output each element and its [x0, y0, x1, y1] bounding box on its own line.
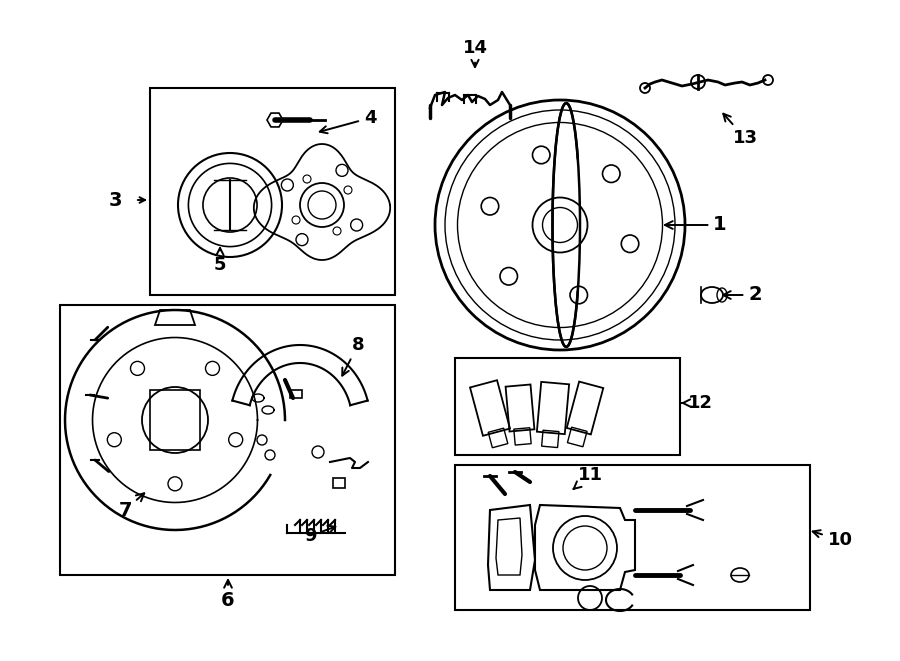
Bar	[60, 305, 395, 575]
Bar	[333, 478, 345, 488]
Text: 5: 5	[214, 248, 226, 274]
Text: 10: 10	[813, 530, 852, 549]
Text: 8: 8	[342, 336, 364, 375]
Text: 7: 7	[118, 493, 144, 520]
Bar	[455, 465, 810, 610]
Bar	[150, 88, 395, 295]
Text: 9: 9	[304, 525, 336, 545]
Text: 12: 12	[682, 394, 713, 412]
Text: 6: 6	[221, 580, 235, 609]
Text: 14: 14	[463, 39, 488, 67]
Text: 2: 2	[723, 286, 761, 305]
Text: 11: 11	[573, 466, 602, 489]
Bar	[290, 390, 302, 398]
Text: 4: 4	[320, 109, 376, 134]
Text: 13: 13	[724, 114, 758, 147]
Bar	[150, 390, 200, 450]
Text: 1: 1	[665, 215, 727, 235]
Bar	[455, 358, 680, 455]
Text: 3: 3	[108, 190, 122, 210]
